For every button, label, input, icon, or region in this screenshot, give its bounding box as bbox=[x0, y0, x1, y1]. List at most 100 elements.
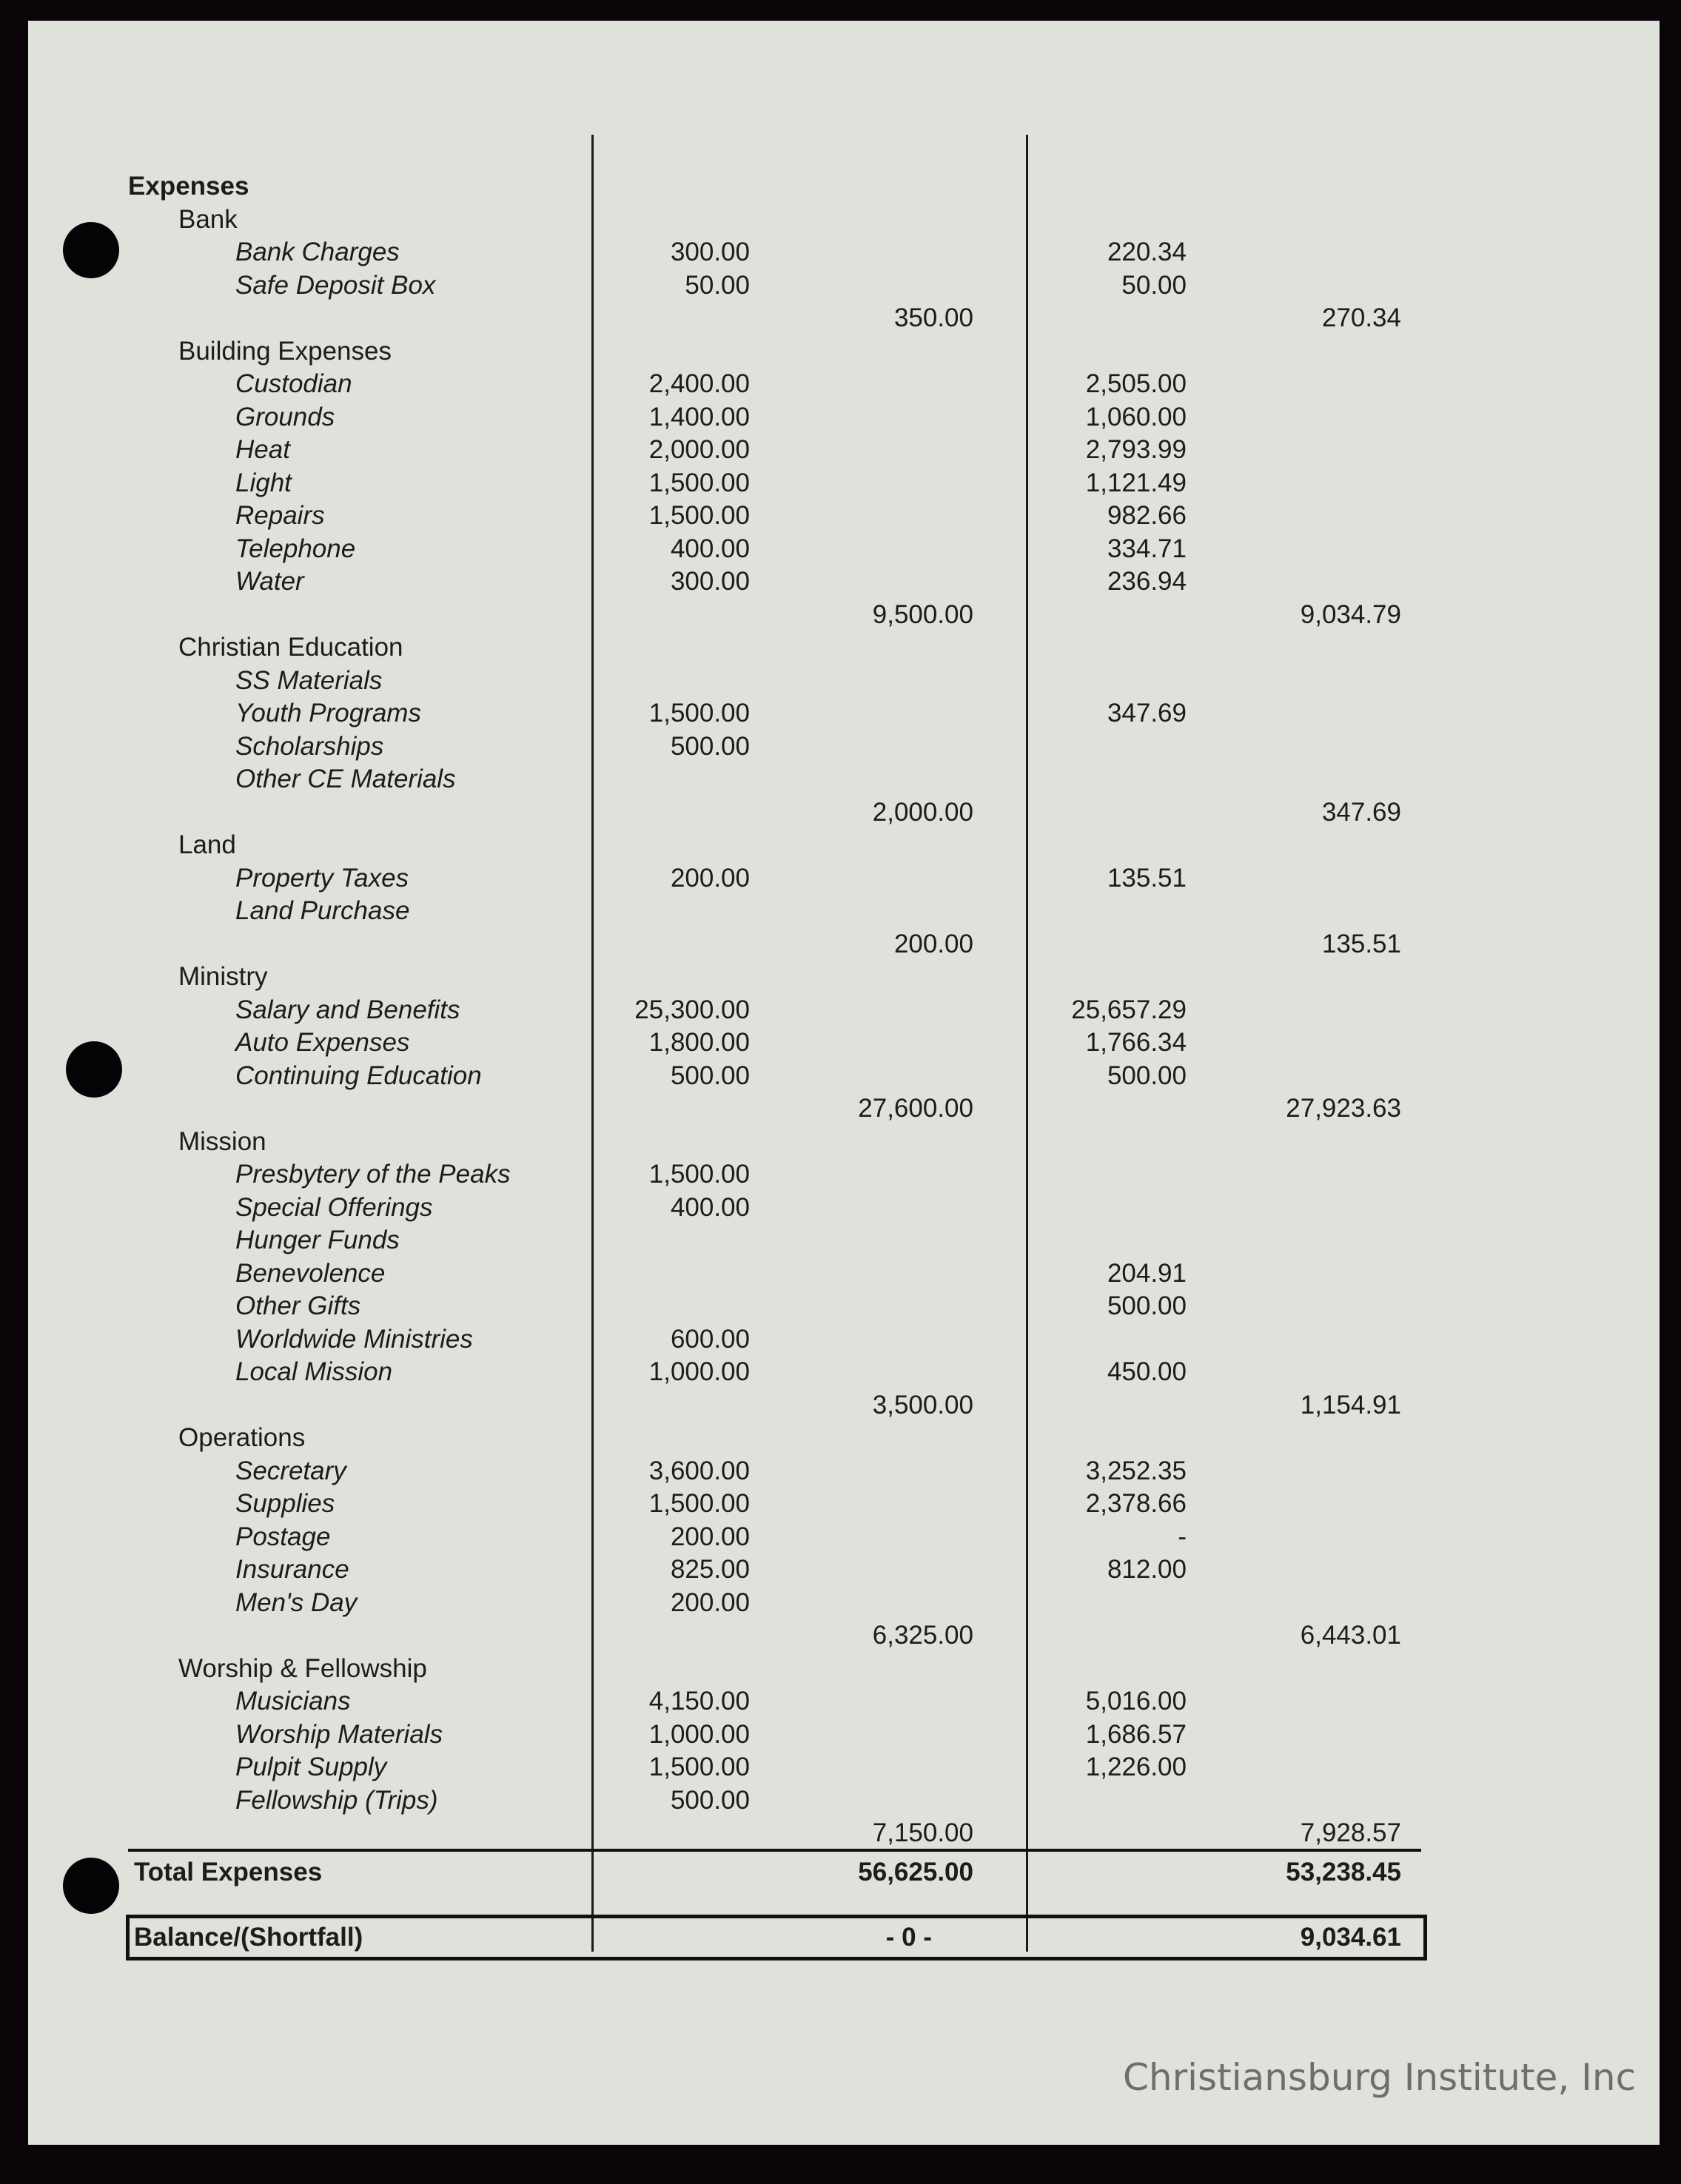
total-rule bbox=[128, 1849, 1421, 1852]
line-item: Worship Materials 1,000.00 1,686.57 bbox=[0, 1720, 1681, 1753]
line-item: Repairs 1,500.00 982.66 bbox=[0, 501, 1681, 534]
column-divider bbox=[591, 135, 594, 1952]
item-budget: 600.00 bbox=[670, 1324, 750, 1354]
group-header: Christian Education bbox=[0, 633, 1681, 665]
item-actual: 1,766.34 bbox=[1085, 1028, 1187, 1057]
item-actual: 3,252.35 bbox=[1085, 1456, 1187, 1485]
item-budget: 200.00 bbox=[670, 863, 750, 893]
line-item: Bank Charges 300.00 220.34 bbox=[0, 238, 1681, 270]
item-budget: 1,500.00 bbox=[648, 699, 750, 728]
item-actual: 2,505.00 bbox=[1085, 369, 1187, 398]
item-label: Bank Charges bbox=[235, 238, 400, 266]
item-actual: 204.91 bbox=[1107, 1258, 1187, 1288]
heading-row: Expenses bbox=[0, 172, 1681, 204]
item-label: Men's Day bbox=[235, 1587, 358, 1617]
item-budget: 1,400.00 bbox=[648, 402, 750, 431]
group-budget-total: 6,325.00 bbox=[872, 1621, 973, 1650]
item-label: Hunger Funds bbox=[235, 1226, 400, 1254]
line-item: Hunger Funds bbox=[0, 1226, 1681, 1258]
punch-hole bbox=[63, 222, 119, 278]
line-item: Benevolence 204.91 bbox=[0, 1259, 1681, 1291]
punch-hole bbox=[63, 1858, 119, 1914]
subtotal-row: 350.00 270.34 bbox=[0, 303, 1681, 336]
item-label: Worldwide Ministries bbox=[235, 1324, 473, 1354]
line-item: Grounds 1,400.00 1,060.00 bbox=[0, 403, 1681, 435]
item-actual: 236.94 bbox=[1107, 567, 1187, 596]
item-budget: 25,300.00 bbox=[634, 995, 750, 1024]
item-actual: 812.00 bbox=[1107, 1555, 1187, 1584]
item-budget: 825.00 bbox=[670, 1555, 750, 1584]
item-label: Musicians bbox=[235, 1687, 351, 1716]
group-name: Christian Education bbox=[178, 633, 403, 662]
line-item: Auto Expenses 1,800.00 1,766.34 bbox=[0, 1028, 1681, 1061]
group-name: Operations bbox=[178, 1423, 306, 1452]
item-budget: 1,500.00 bbox=[648, 1160, 750, 1189]
item-label: Postage bbox=[235, 1522, 331, 1551]
line-item: Scholarships 500.00 bbox=[0, 732, 1681, 765]
item-actual: 2,378.66 bbox=[1085, 1489, 1187, 1518]
group-actual-total: 1,154.91 bbox=[1300, 1390, 1401, 1419]
item-label: Heat bbox=[235, 435, 290, 464]
item-budget: 1,000.00 bbox=[648, 1719, 750, 1749]
group-budget-total: 7,150.00 bbox=[872, 1818, 973, 1847]
total-label: Total Expenses bbox=[134, 1858, 323, 1886]
item-label: Land Purchase bbox=[235, 896, 410, 925]
item-label: Presbytery of the Peaks bbox=[235, 1160, 511, 1189]
item-label: Property Taxes bbox=[235, 863, 409, 893]
item-budget: 500.00 bbox=[670, 1061, 750, 1090]
line-item: Supplies 1,500.00 2,378.66 bbox=[0, 1489, 1681, 1522]
item-actual: 5,016.00 bbox=[1085, 1687, 1187, 1716]
column-divider bbox=[1026, 135, 1028, 1952]
group-name: Bank bbox=[178, 204, 238, 234]
group-actual-total: 347.69 bbox=[1321, 797, 1401, 827]
line-item: Fellowship (Trips) 500.00 bbox=[0, 1786, 1681, 1818]
item-budget: 400.00 bbox=[670, 1192, 750, 1222]
line-item: Worldwide Ministries 600.00 bbox=[0, 1325, 1681, 1357]
item-budget: 2,400.00 bbox=[648, 369, 750, 398]
item-actual: 450.00 bbox=[1107, 1357, 1187, 1386]
item-actual: 25,657.29 bbox=[1071, 995, 1187, 1024]
subtotal-row: 200.00 135.51 bbox=[0, 930, 1681, 962]
subtotal-row: 2,000.00 347.69 bbox=[0, 798, 1681, 830]
item-budget: 4,150.00 bbox=[648, 1687, 750, 1716]
item-budget: 300.00 bbox=[670, 238, 750, 266]
item-actual: - bbox=[1178, 1522, 1187, 1551]
item-budget: 1,500.00 bbox=[648, 501, 750, 530]
line-item: Land Purchase bbox=[0, 896, 1681, 929]
item-label: Pulpit Supply bbox=[235, 1753, 387, 1781]
group-name: Land bbox=[178, 830, 236, 859]
item-label: Other CE Materials bbox=[235, 765, 456, 793]
line-item: Salary and Benefits 25,300.00 25,657.29 bbox=[0, 995, 1681, 1028]
balance-actual: 9,034.61 bbox=[1300, 1923, 1401, 1952]
line-item: Other Gifts 500.00 bbox=[0, 1291, 1681, 1324]
item-label: Secretary bbox=[235, 1456, 346, 1485]
item-budget: 1,800.00 bbox=[648, 1028, 750, 1057]
item-actual: 135.51 bbox=[1107, 863, 1187, 893]
line-item: Presbytery of the Peaks 1,500.00 bbox=[0, 1160, 1681, 1192]
item-actual: 1,226.00 bbox=[1085, 1753, 1187, 1781]
item-budget: 500.00 bbox=[670, 1785, 750, 1815]
balance-label: Balance/(Shortfall) bbox=[134, 1923, 363, 1952]
subtotal-row: 27,600.00 27,923.63 bbox=[0, 1094, 1681, 1126]
line-item: Continuing Education 500.00 500.00 bbox=[0, 1061, 1681, 1094]
item-actual: 982.66 bbox=[1107, 501, 1187, 530]
line-item: Telephone 400.00 334.71 bbox=[0, 534, 1681, 567]
item-budget: 400.00 bbox=[670, 534, 750, 563]
item-label: Water bbox=[235, 567, 304, 596]
group-header: Mission bbox=[0, 1127, 1681, 1160]
item-label: Safe Deposit Box bbox=[235, 270, 436, 300]
group-header: Operations bbox=[0, 1423, 1681, 1456]
item-label: Repairs bbox=[235, 501, 325, 530]
item-label: Continuing Education bbox=[235, 1061, 482, 1090]
item-label: Worship Materials bbox=[235, 1719, 443, 1749]
total-actual: 53,238.45 bbox=[1286, 1858, 1401, 1886]
balance-box bbox=[126, 1915, 1427, 1960]
group-header: Land bbox=[0, 830, 1681, 863]
item-budget: 200.00 bbox=[670, 1522, 750, 1551]
item-label: Telephone bbox=[235, 534, 356, 563]
watermark: Christiansburg Institute, Inc bbox=[1123, 2056, 1637, 2099]
item-actual: 220.34 bbox=[1107, 238, 1187, 266]
group-budget-total: 9,500.00 bbox=[872, 599, 973, 629]
line-item: Secretary 3,600.00 3,252.35 bbox=[0, 1456, 1681, 1489]
line-item: Water 300.00 236.94 bbox=[0, 567, 1681, 599]
